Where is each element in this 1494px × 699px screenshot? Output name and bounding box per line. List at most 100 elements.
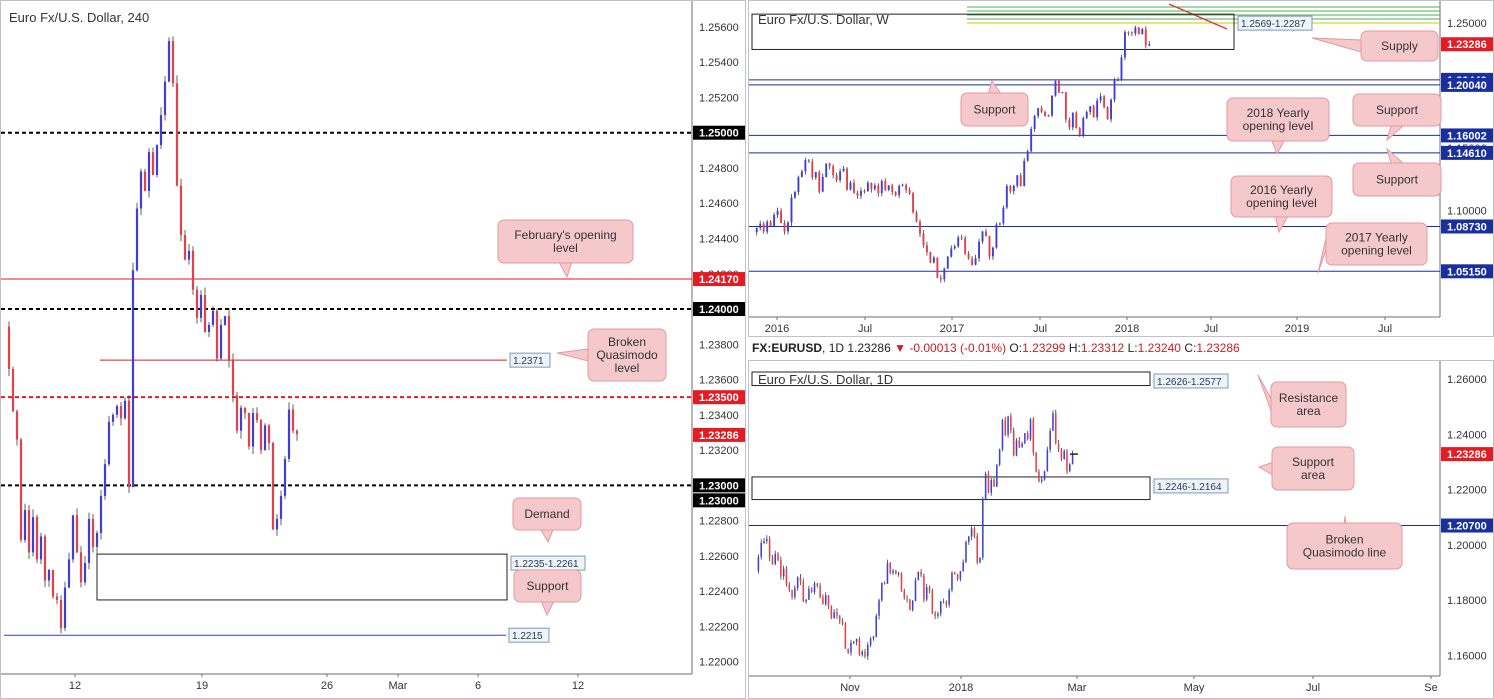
candle-body — [880, 181, 883, 194]
time-tick-label: Se — [1424, 682, 1437, 694]
candle — [1089, 105, 1092, 115]
candle — [1052, 410, 1054, 431]
candle-body — [974, 258, 977, 265]
candle-body — [263, 425, 267, 451]
price-tick-label: 1.23200 — [699, 445, 739, 457]
low-label: L: — [1127, 341, 1138, 355]
candle-body — [922, 233, 925, 246]
candle — [1018, 437, 1021, 449]
candle-body — [818, 172, 821, 192]
candle-body — [950, 248, 953, 257]
callout-text: area — [1301, 468, 1325, 482]
candle-body — [905, 184, 908, 190]
callout-box — [960, 92, 1029, 127]
candle-body — [1064, 92, 1067, 120]
candle — [1137, 26, 1140, 35]
candle-body — [863, 190, 866, 192]
candle — [895, 569, 897, 575]
candle-body — [1024, 433, 1026, 444]
candle-body — [159, 115, 163, 146]
candle — [931, 588, 934, 615]
candle-body — [1057, 80, 1060, 93]
candle-body — [275, 518, 279, 530]
candle-body — [900, 573, 903, 591]
candle — [847, 648, 849, 654]
candle — [1071, 450, 1074, 465]
price-tick-label: 1.24600 — [699, 198, 739, 210]
candle-body — [1012, 185, 1015, 192]
candle-body — [83, 562, 87, 583]
callout-text: opening level — [1341, 244, 1412, 258]
price-tag: 1.20040 — [1441, 77, 1493, 92]
chart-panel-weekly[interactable]: 1.2569-1.22871.250001.200001.150001.1000… — [748, 0, 1494, 337]
time-tick-label: Jul — [1378, 323, 1392, 335]
candle — [295, 429, 299, 441]
candle-body — [993, 479, 995, 487]
price-tick-label: 1.26000 — [1447, 374, 1487, 386]
candle — [1120, 54, 1123, 82]
candle — [946, 255, 949, 270]
candle — [945, 600, 948, 608]
segment-label: 1.2215 — [508, 627, 550, 643]
zone-label: 1.2235-1.2261 — [510, 555, 586, 571]
candle — [1092, 104, 1095, 118]
chart-panel-daily[interactable]: 1.2626-1.2577 1.2246-1.2164 1.26000 1.24000… — [748, 360, 1494, 699]
time-tick-label: Mar — [389, 680, 408, 692]
candle — [1030, 126, 1033, 153]
price-axis — [1440, 1, 1493, 336]
candle — [836, 608, 838, 620]
candle-body — [1063, 451, 1065, 459]
candle-body — [1040, 479, 1043, 482]
callout: Support — [1352, 147, 1442, 197]
candle-body — [894, 191, 897, 196]
time-tick-label: Nov — [840, 682, 860, 694]
candle-body — [934, 613, 936, 616]
candle-body — [1060, 449, 1063, 459]
candle — [911, 599, 914, 612]
candle-body — [167, 41, 171, 82]
candle — [1148, 40, 1151, 47]
candle-body — [942, 601, 945, 603]
last-price-tag: 1.23286 — [693, 427, 745, 442]
candle — [1066, 448, 1068, 475]
candle — [991, 246, 994, 260]
candle — [1046, 446, 1049, 472]
candle-body — [832, 166, 835, 176]
price-tag-text: 1.16002 — [1447, 130, 1487, 142]
candle-body — [909, 599, 911, 611]
segment-label-bg — [509, 352, 551, 368]
candle-body — [937, 613, 939, 616]
candle — [785, 565, 788, 587]
candle — [1075, 111, 1078, 129]
candle — [183, 229, 187, 261]
candle — [816, 583, 819, 588]
chart-panel-4h[interactable]: 1.2235-1.2261 1.2371 1.2215 1.25600 1.25400 1… — [0, 0, 746, 699]
candle — [802, 578, 805, 603]
candle — [869, 636, 872, 648]
candle — [827, 594, 830, 610]
candle — [1127, 31, 1130, 36]
candle-body — [912, 193, 915, 213]
candle — [870, 182, 873, 193]
candle-body — [103, 464, 107, 496]
candle — [187, 243, 191, 265]
candle — [31, 509, 35, 557]
candle-body — [906, 598, 908, 600]
candle — [901, 183, 904, 187]
callout: Support — [513, 569, 582, 617]
last-price-tag: 1.23286 — [1441, 447, 1493, 462]
candle-body — [932, 257, 935, 263]
candle-body — [1009, 186, 1012, 192]
candle-body — [1069, 464, 1071, 472]
candle-body — [199, 294, 203, 318]
symbol-price: 1.23286 — [847, 341, 891, 355]
candle-body — [776, 210, 779, 215]
candle — [1130, 31, 1133, 36]
candle — [830, 605, 833, 620]
candle — [766, 535, 768, 544]
candle — [951, 571, 953, 593]
candle — [1009, 184, 1012, 194]
candle-body — [998, 449, 1001, 465]
candle — [849, 180, 852, 191]
candle — [897, 571, 900, 577]
